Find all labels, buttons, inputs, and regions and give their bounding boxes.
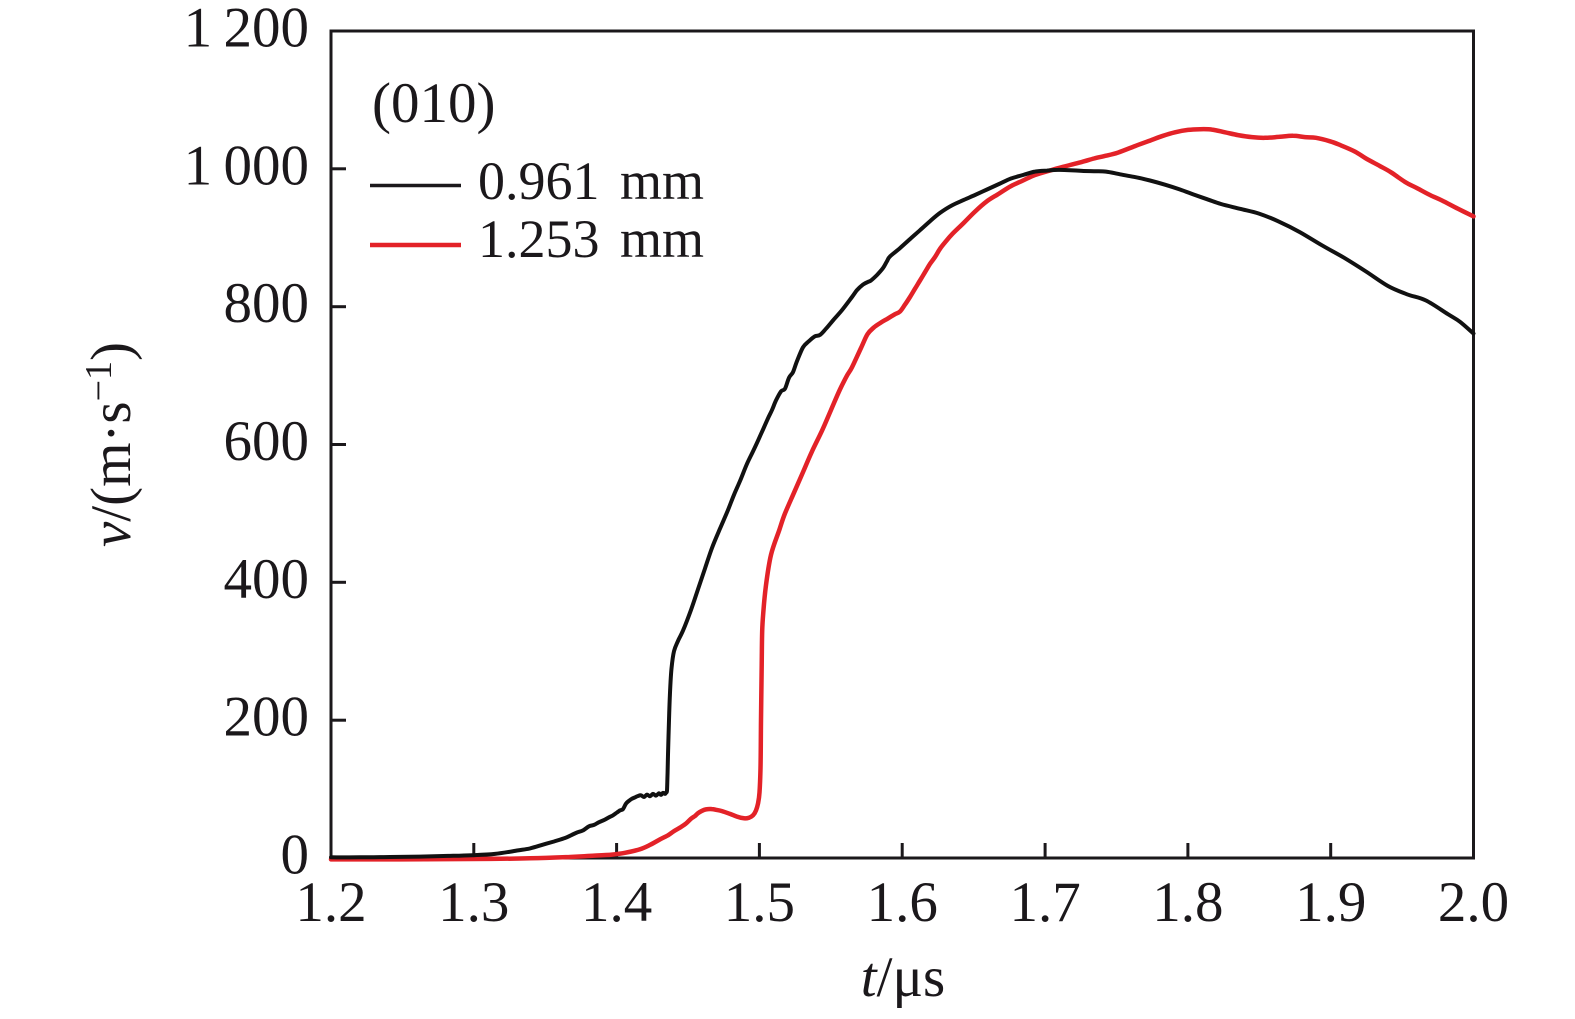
svg-text:0.961 mm: 0.961 mm (478, 151, 704, 211)
svg-text:1.253 mm: 1.253 mm (478, 209, 704, 269)
svg-text:0: 0 (281, 824, 310, 887)
svg-text:600: 600 (224, 410, 310, 473)
svg-text:1.8: 1.8 (1152, 871, 1223, 934)
svg-text:t/μs: t/μs (861, 946, 945, 1009)
svg-text:1.2: 1.2 (295, 871, 366, 934)
svg-text:1.7: 1.7 (1009, 871, 1080, 934)
svg-text:1.6: 1.6 (867, 871, 938, 934)
svg-text:2.0: 2.0 (1438, 871, 1509, 934)
svg-text:800: 800 (224, 272, 310, 335)
svg-text:1.9: 1.9 (1295, 871, 1366, 934)
svg-text:1 000: 1 000 (184, 134, 309, 197)
svg-text:(010): (010) (372, 72, 495, 135)
svg-text:400: 400 (224, 548, 310, 611)
svg-text:1 200: 1 200 (184, 0, 309, 60)
svg-text:200: 200 (224, 686, 310, 749)
svg-text:1.3: 1.3 (438, 871, 509, 934)
svg-text:1.4: 1.4 (581, 871, 652, 934)
svg-text:1.5: 1.5 (724, 871, 795, 934)
